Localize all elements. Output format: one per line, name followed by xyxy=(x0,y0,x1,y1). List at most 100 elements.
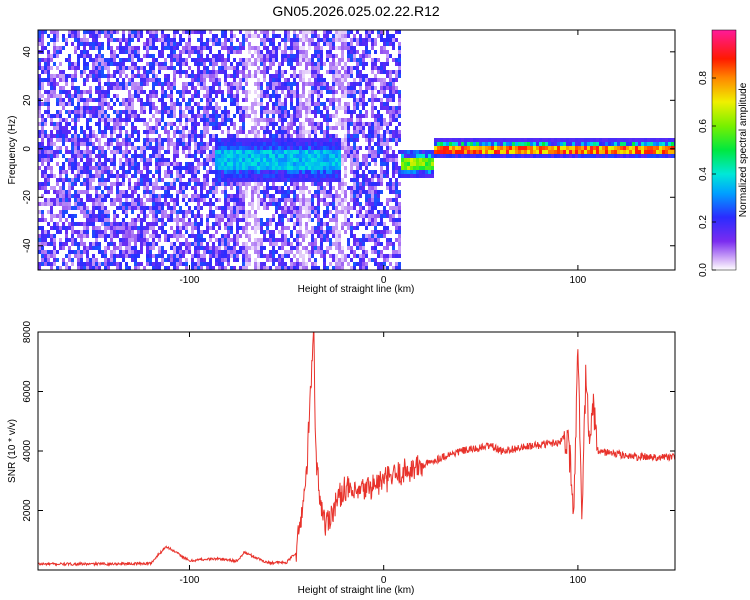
spectrogram-cell xyxy=(254,70,257,74)
spectrogram-cell xyxy=(158,202,161,206)
spectrogram-cell xyxy=(290,82,293,86)
spectrogram-cell xyxy=(227,110,230,114)
spectrogram-cell xyxy=(62,70,65,74)
spectrogram-cell xyxy=(131,70,134,74)
spectrogram-cell xyxy=(305,62,308,66)
spectrogram-cell xyxy=(377,238,380,242)
spectrogram-cell xyxy=(149,102,152,106)
spectrogram-cell xyxy=(356,174,359,178)
spectrogram-cell xyxy=(263,62,266,66)
spectrogram-cell xyxy=(146,214,149,218)
spectrogram-cell xyxy=(182,30,185,34)
spectrogram-cell xyxy=(275,226,278,230)
spectrogram-cell xyxy=(89,158,92,162)
spectrogram-cell xyxy=(83,230,86,234)
spectrogram-cell xyxy=(101,178,104,182)
spectrogram-cell xyxy=(236,234,239,238)
spectrogram-cell xyxy=(236,214,239,218)
spectrogram-cell xyxy=(128,98,131,102)
spectrogram-cell xyxy=(74,150,77,154)
spectrogram-cell xyxy=(365,50,368,54)
spectrogram-cell xyxy=(50,198,53,202)
spectrogram-cell xyxy=(299,190,302,194)
spectrogram-cell xyxy=(206,38,209,42)
spectrogram-cell xyxy=(260,218,263,222)
spectrogram-cell xyxy=(146,82,149,86)
spectrogram-cell xyxy=(260,242,263,246)
spectrogram-cell xyxy=(254,34,257,38)
spectrogram-cell xyxy=(218,170,221,174)
spectrogram-cell xyxy=(47,138,50,142)
spectrogram-cell xyxy=(104,222,107,226)
spectrogram-cell xyxy=(152,206,155,210)
spectrogram-cell xyxy=(239,186,242,190)
spectrogram-cell xyxy=(206,58,209,62)
spectrogram-cell xyxy=(356,134,359,138)
spectrogram-cell xyxy=(251,54,254,58)
spectrogram-cell xyxy=(230,170,233,174)
spectrogram-cell xyxy=(83,42,86,46)
spectrogram-cell xyxy=(68,190,71,194)
spectrogram-cell xyxy=(320,162,323,166)
spectrogram-cell xyxy=(260,166,263,170)
spectrogram-cell xyxy=(224,170,227,174)
spectrogram-cell xyxy=(236,194,239,198)
spectrogram-cell xyxy=(257,262,260,266)
spectrogram-cell xyxy=(50,30,53,34)
spectrogram-cell xyxy=(386,34,389,38)
spectrogram-cell xyxy=(299,62,302,66)
spectrogram-cell xyxy=(119,246,122,250)
spectrogram-cell xyxy=(332,66,335,70)
spectrogram-cell xyxy=(173,122,176,126)
spectrogram-cell xyxy=(371,230,374,234)
spectrogram-cell xyxy=(71,154,74,158)
spectrogram-cell xyxy=(335,238,338,242)
spectrogram-cell xyxy=(176,266,179,270)
spectrogram-cell xyxy=(284,194,287,198)
spectrogram-cell xyxy=(197,250,200,254)
spectrogram-cell xyxy=(239,62,242,66)
spectrogram-cell xyxy=(161,46,164,50)
spectrogram-cell xyxy=(185,90,188,94)
spectrogram-cell xyxy=(350,30,353,34)
spectrogram-cell xyxy=(98,234,101,238)
spectrogram-cell xyxy=(350,150,353,154)
spectrogram-cell xyxy=(356,38,359,42)
spectrogram-cell xyxy=(332,78,335,82)
spectrogram-cell xyxy=(296,130,299,134)
spectrogram-cell xyxy=(113,150,116,154)
spectrogram-cell xyxy=(41,38,44,42)
spectrogram-cell xyxy=(347,90,350,94)
spectrogram-cell xyxy=(113,62,116,66)
spectrogram-cell xyxy=(239,158,242,162)
spectrogram-cell xyxy=(74,222,77,226)
spectrogram-cell xyxy=(344,210,347,214)
spectrogram-cell xyxy=(179,174,182,178)
spectrogram-cell xyxy=(362,50,365,54)
spectrogram-cell xyxy=(242,194,245,198)
spectrogram-cell xyxy=(77,258,80,262)
spectrogram-cell xyxy=(209,210,212,214)
spectrogram-cell xyxy=(71,74,74,78)
spectrogram-cell xyxy=(197,90,200,94)
spectrogram-cell xyxy=(368,162,371,166)
spectrogram-cell xyxy=(356,102,359,106)
spectrogram-cell xyxy=(179,130,182,134)
spectrogram-cell xyxy=(191,198,194,202)
spectrogram-cell xyxy=(50,174,53,178)
spectrogram-cell xyxy=(299,106,302,110)
spectrogram-cell xyxy=(110,158,113,162)
spectrogram-cell xyxy=(140,58,143,62)
spectrogram-cell xyxy=(332,42,335,46)
spectrogram-cell xyxy=(248,150,251,154)
spectrogram-cell xyxy=(344,258,347,262)
spectrogram-cell xyxy=(83,190,86,194)
spectrogram-cell xyxy=(128,102,131,106)
spectrogram-cell xyxy=(374,118,377,122)
spectrogram-cell xyxy=(89,134,92,138)
spectrogram-cell xyxy=(62,134,65,138)
spectrogram-cell xyxy=(104,154,107,158)
spectrogram-cell xyxy=(173,242,176,246)
spectrogram-cell xyxy=(59,150,62,154)
spectrogram-cell xyxy=(356,262,359,266)
